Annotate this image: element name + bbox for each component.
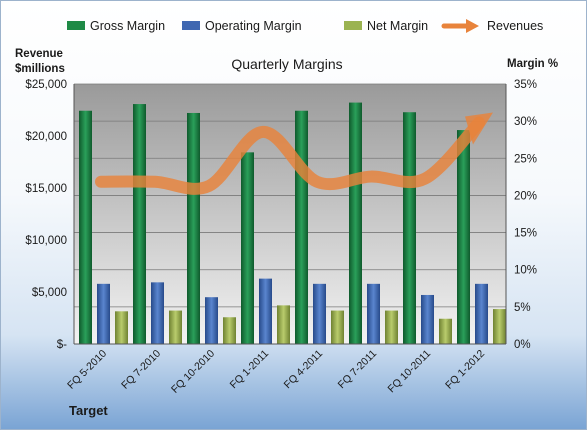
bar-operating-margin-7: [421, 294, 434, 344]
right-tick-label: 10%: [514, 265, 537, 277]
right-tick-label: 35%: [514, 79, 537, 91]
bar-gross-margin-3: [187, 112, 200, 344]
legend-swatch-gross-margin: [67, 21, 85, 30]
bar-gross-margin-7: [403, 112, 416, 344]
x-tick-label: FQ 5-2010: [65, 348, 109, 392]
right-tick-label: 5%: [514, 302, 531, 314]
bar-gross-margin-6: [349, 102, 362, 344]
left-tick-label: $10,000: [25, 235, 67, 247]
left-tick-label: $20,000: [25, 131, 67, 143]
bar-net-margin-2: [169, 310, 182, 344]
revenue-line-path: [95, 116, 485, 195]
right-tick-label: 30%: [514, 116, 537, 128]
bar-net-margin-5: [331, 310, 344, 344]
left-axis-title-line2: $millions: [15, 63, 65, 75]
bar-net-margin-7: [439, 318, 452, 344]
bar-net-margin-8: [493, 309, 506, 344]
legend-label-revenues: Revenues: [487, 19, 543, 33]
bar-operating-margin-6: [367, 283, 380, 344]
left-axis-title-line1: Revenue: [15, 48, 63, 60]
bar-gross-margin-8: [457, 130, 470, 344]
bar-net-margin-4: [277, 305, 290, 344]
right-tick-label: 25%: [514, 153, 537, 165]
x-axis-title: Target: [69, 403, 108, 418]
legend-label-gross-margin: Gross Margin: [90, 19, 165, 33]
legend-swatch-revenues: [441, 19, 479, 33]
bar-operating-margin-3: [205, 297, 218, 344]
legend: Gross Margin Operating Margin Net Margin…: [67, 19, 543, 33]
x-tick-label: FQ 1-2012: [443, 348, 487, 392]
left-tick-label: $15,000: [25, 183, 67, 195]
legend-label-operating-margin: Operating Margin: [205, 19, 302, 33]
revenue-line-arrowhead: [465, 112, 493, 145]
legend-swatch-operating-margin: [182, 21, 200, 30]
bar-gross-margin-5: [295, 110, 308, 344]
legend-label-net-margin: Net Margin: [367, 19, 428, 33]
x-tick-label: FQ 10-2010: [169, 348, 217, 396]
bar-operating-margin-2: [151, 282, 164, 344]
bar-operating-margin-4: [259, 278, 272, 344]
bar-operating-margin-8: [475, 283, 488, 344]
bar-gross-margin-1: [79, 110, 92, 344]
right-axis-title: Margin %: [507, 58, 558, 70]
left-tick-label: $25,000: [25, 79, 67, 91]
legend-swatch-net-margin: [344, 21, 362, 30]
bar-net-margin-1: [115, 311, 128, 344]
bar-net-margin-3: [223, 317, 236, 344]
bar-operating-margin-1: [97, 283, 110, 344]
bar-net-margin-6: [385, 310, 398, 344]
right-tick-label: 20%: [514, 190, 537, 202]
revenue-line: [95, 112, 493, 195]
x-tick-label: FQ 7-2010: [119, 348, 163, 392]
bar-operating-margin-5: [313, 283, 326, 344]
right-tick-label: 15%: [514, 228, 537, 240]
left-tick-label: $5,000: [32, 287, 67, 299]
right-tick-label: 0%: [514, 339, 531, 351]
x-tick-label: FQ 7-2011: [336, 348, 380, 392]
left-tick-label: $-: [57, 339, 67, 351]
x-tick-label: FQ 4-2011: [282, 348, 326, 392]
bar-gross-margin-4: [241, 152, 254, 344]
bar-gross-margin-2: [133, 104, 146, 344]
x-tick-label: FQ 10-2011: [386, 348, 434, 396]
chart-title: Quarterly Margins: [231, 56, 342, 72]
x-tick-label: FQ 1-2011: [228, 348, 272, 392]
axes: [73, 84, 507, 345]
